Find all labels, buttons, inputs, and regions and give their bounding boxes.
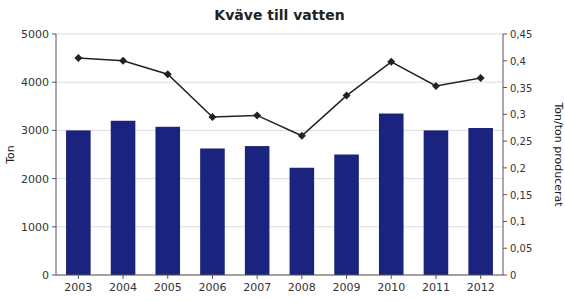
y-tick — [52, 82, 56, 83]
axes: 0 1000 2000 3000 4000 5000 0 0,05 0,1 0,15 0,2 0,25… — [21, 28, 532, 294]
y2-tick-label: 0,35 — [510, 83, 532, 94]
marker — [119, 57, 127, 65]
y2-tick — [503, 248, 507, 249]
y-tick — [52, 178, 56, 179]
x-tick-label: 2005 — [154, 281, 182, 294]
bar — [334, 155, 359, 276]
y2-tick — [503, 221, 507, 222]
y-tick-label: 2000 — [21, 173, 49, 186]
marker — [477, 74, 485, 82]
y-tick-label: 5000 — [21, 28, 49, 41]
marker — [343, 92, 351, 100]
y2-tick — [503, 87, 507, 88]
y2-tick-label: 0,45 — [510, 29, 532, 40]
y2-tick — [503, 114, 507, 115]
grid — [56, 34, 503, 275]
marker — [164, 70, 172, 78]
y2-tick-label: 0 — [510, 270, 516, 281]
x-tick — [301, 275, 302, 279]
y2-tick — [503, 141, 507, 142]
x-tick-label: 2008 — [288, 281, 316, 294]
bar — [155, 127, 180, 275]
y-label: Ton — [4, 145, 17, 165]
y-axis-line — [56, 34, 57, 275]
y-tick — [52, 34, 56, 35]
x-tick — [212, 275, 213, 279]
x-tick-label: 2009 — [333, 281, 361, 294]
chart: Kväve till vatten01000200030004000500000… — [0, 0, 565, 301]
x-tick — [257, 275, 258, 279]
y2-tick-label: 0,1 — [510, 216, 526, 227]
x-tick — [346, 275, 347, 279]
y-tick — [52, 130, 56, 131]
bar — [66, 130, 91, 275]
bar — [379, 114, 404, 275]
y2-label: Ton/ton producerat — [552, 101, 565, 207]
y2-tick-label: 0,25 — [510, 136, 532, 147]
y-tick-label: 4000 — [21, 76, 49, 89]
line — [78, 58, 480, 136]
x-tick — [167, 275, 168, 279]
x-tick-label: 2011 — [422, 281, 450, 294]
y2-tick-label: 0,15 — [510, 190, 532, 201]
y2-tick-label: 0,3 — [510, 109, 526, 120]
bar — [468, 128, 493, 275]
title: Kväve till vatten — [214, 7, 344, 23]
bar — [245, 146, 270, 275]
bar — [200, 148, 225, 275]
marker — [74, 54, 82, 62]
y-tick-label: 0 — [42, 269, 49, 282]
y2-tick — [503, 60, 507, 61]
x-tick-label: 2006 — [198, 281, 226, 294]
x-tick — [480, 275, 481, 279]
bar — [111, 121, 136, 275]
bar — [290, 168, 315, 275]
y2-tick-label: 0,05 — [510, 243, 532, 254]
y2-axis-line — [503, 34, 504, 275]
x-tick — [123, 275, 124, 279]
y-tick-label: 1000 — [21, 221, 49, 234]
y-tick — [52, 226, 56, 227]
marker — [208, 113, 216, 121]
y2-tick — [503, 167, 507, 168]
x-tick-label: 2007 — [243, 281, 271, 294]
x-tick — [435, 275, 436, 279]
marker — [432, 82, 440, 90]
bar — [424, 130, 449, 275]
y2-tick-label: 0,2 — [510, 163, 526, 174]
y2-tick — [503, 275, 507, 276]
x-tick-label: 2003 — [64, 281, 92, 294]
y2-tick — [503, 34, 507, 35]
marks — [66, 54, 493, 275]
y-tick-label: 3000 — [21, 124, 49, 137]
x-tick-label: 2010 — [377, 281, 405, 294]
marker — [253, 111, 261, 119]
y2-tick-label: 0,4 — [510, 56, 526, 67]
x-tick — [78, 275, 79, 279]
x-tick-label: 2004 — [109, 281, 137, 294]
y2-tick — [503, 194, 507, 195]
y-tick — [52, 275, 56, 276]
grid-line — [56, 34, 503, 35]
x-tick-label: 2012 — [467, 281, 495, 294]
marker — [387, 58, 395, 66]
marker — [298, 132, 306, 140]
x-tick — [391, 275, 392, 279]
